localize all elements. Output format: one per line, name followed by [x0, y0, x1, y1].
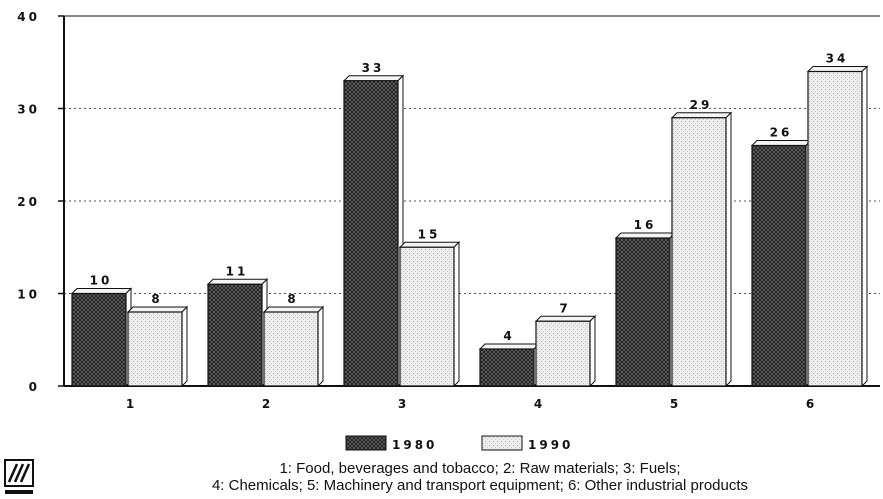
y-tick-label: 30 — [17, 103, 40, 117]
legend-label-1990: 1990 — [528, 438, 573, 452]
bar-top-face — [126, 306, 189, 313]
bar-top-face — [534, 315, 597, 322]
bar-1980-cat-1 — [71, 292, 127, 387]
legend-swatch-1980 — [345, 435, 387, 451]
bar-side-face — [861, 65, 868, 388]
data-label-1980-cat-1: 10 — [90, 274, 113, 288]
bar-top-face — [262, 306, 325, 313]
bar-top-face — [206, 278, 269, 285]
legend-label-1980: 1980 — [392, 438, 437, 452]
data-label-1990-cat-5: 29 — [690, 98, 713, 112]
publisher-logo-icon — [4, 459, 34, 494]
bar-side-face — [725, 111, 732, 388]
legend-swatch-1990 — [481, 435, 523, 451]
bar-side-face — [317, 305, 324, 388]
legend: 1980 1990 — [345, 435, 573, 452]
bar-1990-cat-6 — [807, 70, 863, 387]
y-tick-label: 10 — [17, 288, 40, 302]
x-tick-label-2: 2 — [262, 397, 270, 411]
bar-1990-cat-4 — [535, 320, 591, 387]
bar-1990-cat-5 — [671, 117, 727, 387]
data-label-1990-cat-3: 15 — [418, 227, 441, 241]
bar-1980-cat-4 — [479, 348, 535, 387]
bar-1980-cat-3 — [343, 80, 399, 387]
bar-1990-cat-3 — [399, 246, 455, 387]
data-label-1980-cat-2: 11 — [226, 264, 249, 278]
bar-1990-cat-2 — [263, 311, 319, 387]
bar-top-face — [398, 241, 461, 248]
bar-1980-cat-6 — [751, 144, 807, 387]
x-tick-label-4: 4 — [534, 397, 542, 411]
bar-top-face — [478, 343, 541, 350]
data-label-1980-cat-5: 16 — [634, 218, 657, 232]
y-tick-label: 0 — [29, 380, 40, 394]
bar-1990-cat-1 — [127, 311, 183, 387]
bar-top-face — [806, 66, 869, 72]
x-tick-label-3: 3 — [398, 397, 406, 411]
data-label-1990-cat-2: 8 — [287, 292, 298, 306]
x-tick-label-6: 6 — [806, 397, 814, 411]
data-label-1990-cat-1: 8 — [151, 292, 162, 306]
footnote-line-2: 4: Chemicals; 5: Machinery and transport… — [211, 477, 749, 494]
y-tick-label: 20 — [17, 195, 40, 209]
bar-side-face — [181, 305, 188, 388]
category-footnote: 1: Food, beverages and tobacco; 2: Raw m… — [120, 460, 840, 494]
bar-side-face — [453, 241, 460, 388]
x-tick-label-5: 5 — [670, 397, 678, 411]
data-labels: 10 8 11 8 33 15 4 7 16 29 26 34 — [90, 52, 849, 344]
data-label-1990-cat-4: 7 — [559, 301, 570, 315]
bar-side-face — [589, 315, 596, 388]
y-tick-label: 40 — [17, 10, 40, 24]
bar-1980-cat-2 — [207, 283, 263, 387]
data-label-1990-cat-6: 34 — [826, 52, 849, 66]
bar-top-face — [70, 288, 133, 294]
x-tick-label-1: 1 — [126, 397, 134, 411]
bar-top-face — [614, 232, 677, 239]
data-label-1980-cat-4: 4 — [503, 329, 514, 343]
bar-top-face — [342, 75, 405, 82]
bar-top-face — [670, 112, 733, 119]
gridlines — [64, 108, 880, 294]
footnote-line-1: 1: Food, beverages and tobacco; 2: Raw m… — [279, 460, 681, 477]
bar-1980-cat-5 — [615, 237, 671, 387]
bars — [70, 65, 869, 388]
data-label-1980-cat-3: 33 — [362, 61, 385, 75]
data-label-1980-cat-6: 26 — [770, 126, 793, 140]
bar-top-face — [750, 140, 813, 146]
